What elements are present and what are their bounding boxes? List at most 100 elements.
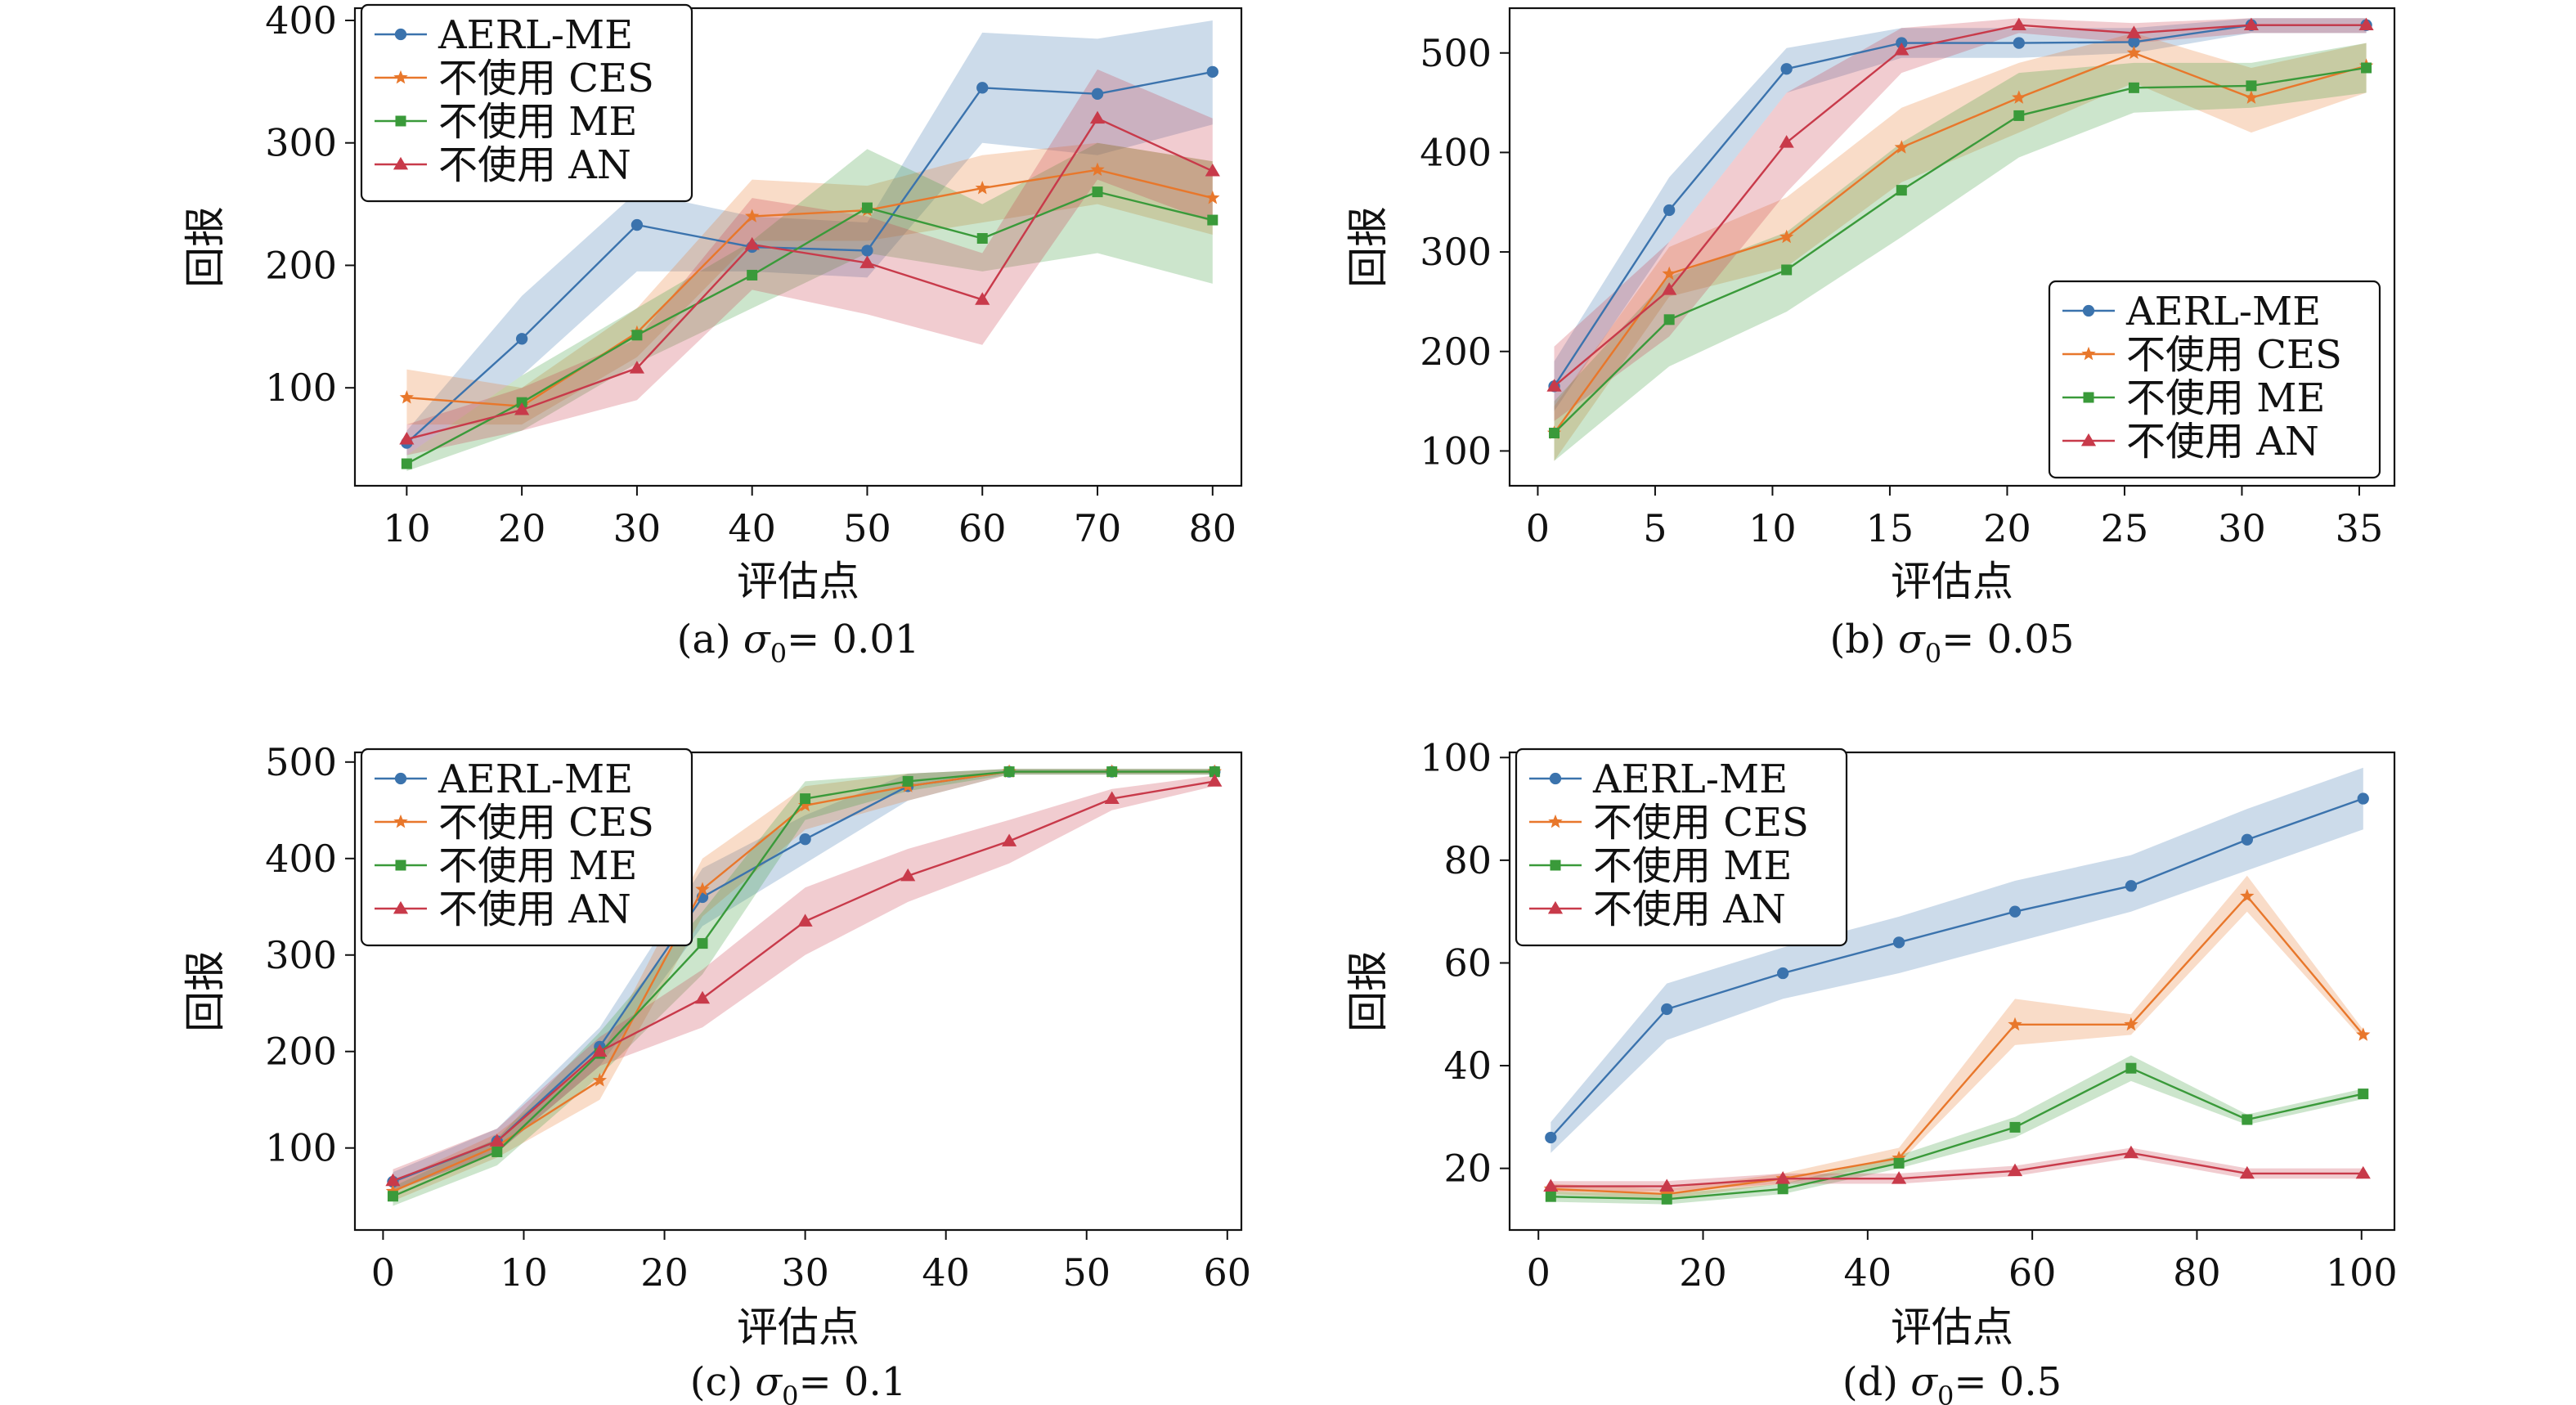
x-tick-label: 20 — [640, 1250, 689, 1295]
legend-marker-no-me — [395, 860, 406, 871]
y-tick-label: 200 — [265, 243, 337, 287]
panel-caption: (a) σ0= 0.01 — [677, 617, 920, 669]
line-no-me — [1553, 66, 2367, 434]
line-no-ces — [1551, 894, 2364, 1196]
point-no-an — [592, 1044, 608, 1057]
y-axis-label: 回报 — [1344, 206, 1392, 288]
y-tick-label: 500 — [265, 740, 337, 784]
legend-marker-no-an — [393, 156, 409, 170]
x-tick-label: 80 — [2173, 1250, 2221, 1295]
x-tick-label: 60 — [2008, 1250, 2057, 1295]
y-tick-label: 100 — [265, 1126, 337, 1170]
x-tick-label: 15 — [1866, 506, 1914, 550]
panel-caption: (c) σ0= 0.1 — [690, 1359, 907, 1405]
legend-label-no-an: 不使用 AN — [2126, 419, 2319, 465]
point-no-an — [2243, 17, 2260, 31]
legend-label-aerl-me: AERL-ME — [438, 12, 633, 58]
point-aerl-me — [2241, 833, 2253, 846]
legend-marker-no-an — [2080, 433, 2097, 447]
point-no-an — [1207, 774, 1223, 787]
legend-marker-no-an — [1547, 900, 1564, 914]
point-no-me — [2242, 1114, 2253, 1125]
y-tick-label: 300 — [265, 121, 337, 165]
x-tick-label: 20 — [1983, 506, 2031, 550]
band-aerl-me — [1554, 18, 2367, 411]
caption-prefix: (c) — [690, 1359, 756, 1405]
plot-frame — [1508, 751, 2396, 1232]
point-aerl-me — [631, 218, 644, 231]
point-no-an — [2126, 25, 2142, 38]
caption-subscript: 0 — [782, 1380, 798, 1405]
x-tick-label: 35 — [2336, 506, 2384, 550]
legend-box — [1515, 747, 1848, 947]
line-no-me — [1551, 1066, 2364, 1201]
point-no-an — [385, 1173, 401, 1187]
x-tick-label: 40 — [728, 506, 776, 550]
line-no-an — [1551, 1151, 2363, 1187]
point-no-an — [2355, 1165, 2371, 1179]
point-no-me — [2246, 80, 2257, 92]
x-axis-label: 评估点 — [737, 558, 859, 605]
caption-symbol: σ — [1898, 617, 1926, 662]
point-no-an — [1001, 833, 1017, 846]
point-no-me — [697, 938, 708, 949]
point-no-me — [1663, 314, 1675, 325]
y-tick-label: 200 — [265, 1030, 337, 1074]
legend-label-no-me: 不使用 ME — [438, 843, 637, 889]
point-no-ces — [745, 209, 760, 222]
point-no-ces — [2012, 90, 2026, 104]
point-no-an — [694, 990, 711, 1004]
plot-frame — [1508, 7, 2396, 487]
point-no-an — [399, 431, 415, 445]
y-tick-label: 100 — [1420, 735, 1492, 779]
point-aerl-me — [1780, 63, 1793, 75]
band-no-an — [1554, 18, 2367, 421]
legend-marker-no-an — [393, 900, 409, 914]
point-no-me — [1549, 428, 1560, 439]
legend-label-aerl-me: AERL-ME — [2125, 289, 2321, 334]
point-no-an — [1089, 110, 1106, 124]
y-tick-label: 100 — [265, 366, 337, 410]
panel-a: 10 20 30 40 50 60 70 80 100 200 300 400 评估点 回报 (a) σ0=… — [182, 0, 1243, 669]
y-tick-label: 300 — [265, 933, 337, 977]
band-aerl-me — [406, 20, 1213, 456]
point-no-ces — [2240, 888, 2255, 903]
x-tick-label: 10 — [383, 506, 431, 550]
point-no-an — [629, 361, 645, 374]
y-axis-label: 回报 — [1344, 950, 1392, 1032]
point-no-an — [1891, 1171, 1907, 1184]
legend-label-aerl-me: AERL-ME — [438, 756, 633, 802]
point-no-me — [1003, 766, 1015, 778]
line-no-an — [1553, 24, 2367, 388]
point-aerl-me — [1206, 65, 1218, 79]
legend-label-no-ces: 不使用 CES — [2126, 332, 2342, 378]
y-axis-label: 回报 — [182, 950, 229, 1032]
point-no-an — [2123, 1145, 2139, 1159]
x-tick-label: 30 — [613, 506, 662, 550]
legend-label-no-an: 不使用 AN — [1593, 887, 1786, 932]
x-tick-label: 50 — [1062, 1250, 1111, 1295]
point-no-an — [514, 402, 530, 415]
point-no-ces — [592, 1073, 607, 1087]
y-axis-label: 回报 — [182, 206, 229, 288]
x-tick-label: 5 — [1643, 506, 1667, 550]
y-tick-label: 100 — [1420, 429, 1492, 473]
point-no-me — [2013, 110, 2025, 121]
caption-subscript: 0 — [1925, 638, 1941, 669]
legend-marker-aerl-me — [2082, 304, 2095, 317]
y-tick-label: 400 — [1420, 130, 1492, 174]
point-no-ces — [695, 882, 710, 896]
point-no-ces — [1892, 1151, 1906, 1165]
point-no-me — [1207, 214, 1218, 226]
point-no-ces — [2126, 45, 2142, 60]
line-aerl-me — [406, 70, 1214, 444]
point-no-an — [1662, 282, 1677, 295]
point-no-me — [1209, 766, 1220, 778]
line-no-an — [406, 117, 1214, 441]
legend-marker-no-me — [2083, 392, 2094, 403]
x-axis-label: 评估点 — [1891, 1304, 2013, 1351]
point-no-an — [859, 255, 875, 268]
x-tick-label: 70 — [1074, 506, 1122, 550]
